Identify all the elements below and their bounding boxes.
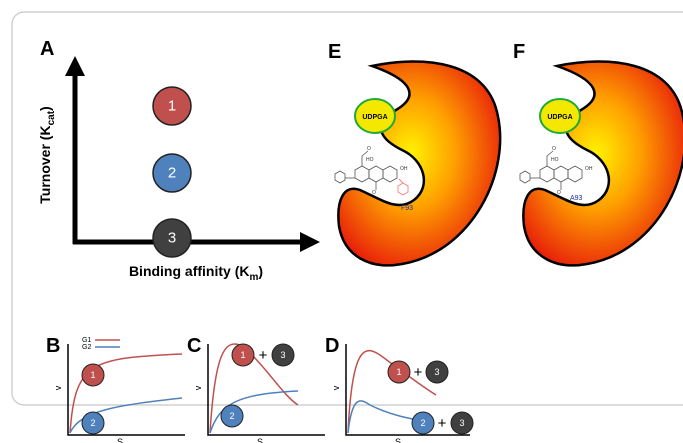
atom: O — [367, 146, 371, 152]
x-axis-label: S — [117, 437, 123, 443]
atom: O — [552, 146, 556, 152]
atom: O — [557, 190, 561, 196]
atom: OH — [585, 166, 593, 172]
atom: HO — [551, 157, 559, 163]
panel-label: A — [40, 38, 54, 60]
legend-label: G2 — [82, 344, 91, 351]
plus: + — [438, 415, 447, 432]
subscript: cat — [46, 110, 57, 125]
residue-sidechain — [398, 179, 408, 195]
plus: + — [414, 364, 423, 381]
panel-label: F — [513, 41, 525, 63]
text: Binding affinity (K — [129, 263, 250, 279]
atom: OH — [400, 166, 408, 172]
circle-label: 1 — [240, 350, 245, 360]
enzyme — [335, 62, 500, 266]
panel-label: B — [46, 335, 60, 357]
y-axis-label: Turnover (Kcat) — [37, 106, 57, 203]
figure: A 1 2 3 Turnover (Kcat) Binding affinity… — [0, 0, 683, 443]
plus: + — [259, 347, 268, 364]
y-axis-label: v — [193, 385, 203, 390]
residue-label: F93 — [401, 205, 413, 212]
enzyme — [520, 62, 683, 266]
circle-label: 3 — [280, 350, 285, 360]
panel-label: E — [328, 41, 341, 63]
panel-label: C — [187, 335, 201, 357]
circle-label: 1 — [90, 370, 95, 380]
cofactor-label: UDPGA — [362, 114, 387, 121]
text: ) — [258, 263, 263, 279]
x-axis-label: S — [257, 437, 263, 443]
cofactor-label: UDPGA — [547, 114, 572, 121]
subscript: m — [249, 272, 258, 283]
x-axis-label: S — [395, 437, 401, 443]
atom: HO — [366, 157, 374, 163]
y-axis-label: v — [331, 385, 341, 390]
circle-label: 2 — [168, 165, 176, 182]
circle-label: 1 — [168, 98, 176, 115]
circle-label: 2 — [229, 411, 234, 421]
circle-label: 3 — [459, 418, 464, 428]
circle-label: 2 — [90, 418, 95, 428]
atom: O — [372, 190, 376, 196]
residue-label: A93 — [570, 195, 583, 202]
circle-label: 1 — [396, 367, 401, 377]
circle-label: 2 — [420, 418, 425, 428]
x-axis-label: Binding affinity (Km) — [129, 263, 263, 283]
text: ) — [37, 106, 53, 111]
circle-label: 3 — [434, 367, 439, 377]
panel-label: D — [325, 335, 339, 357]
y-axis-label: v — [53, 385, 63, 390]
legend-label: G1 — [82, 337, 91, 344]
circle-label: 3 — [168, 230, 176, 247]
text: Turnover (K — [37, 125, 53, 203]
